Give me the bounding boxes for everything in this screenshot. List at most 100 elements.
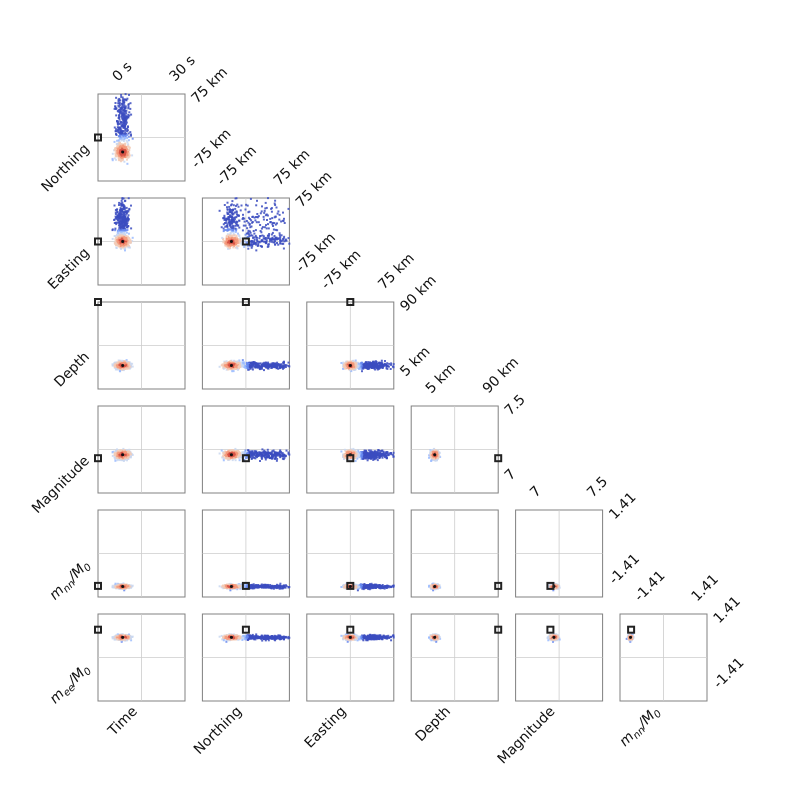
sample-point xyxy=(230,209,233,211)
sample-point xyxy=(265,454,268,457)
sample-point xyxy=(118,235,121,238)
sample-point xyxy=(253,238,256,241)
sample-point xyxy=(259,245,262,247)
sample-point xyxy=(269,238,271,241)
sample-point xyxy=(343,363,346,366)
sample-point xyxy=(122,111,125,114)
sample-point xyxy=(244,233,247,236)
sample-point xyxy=(118,128,121,131)
sample-point xyxy=(260,231,263,234)
sample-point xyxy=(118,225,121,228)
sample-point xyxy=(118,142,121,145)
sample-point xyxy=(117,450,120,453)
sample-point xyxy=(218,209,221,212)
sample-point xyxy=(220,226,223,229)
sample-point xyxy=(263,240,265,243)
sample-point xyxy=(234,222,237,224)
sample-point xyxy=(236,214,239,217)
sample-point xyxy=(230,234,233,237)
sample-point xyxy=(127,366,130,369)
sample-point xyxy=(225,234,228,237)
y-tick-max-east: 75 km xyxy=(293,168,335,210)
sample-point xyxy=(130,113,133,116)
sample-point xyxy=(115,246,118,249)
sample-point xyxy=(223,364,226,367)
sample-point xyxy=(236,368,239,371)
sample-point xyxy=(111,228,114,231)
sample-point xyxy=(278,218,281,221)
sample-point xyxy=(126,360,129,363)
sample-point xyxy=(255,221,258,224)
sample-point xyxy=(114,147,117,150)
sample-point xyxy=(117,153,120,156)
sample-point xyxy=(111,159,114,162)
sample-point xyxy=(125,206,128,209)
sample-point xyxy=(119,359,122,362)
sample-point xyxy=(251,368,254,371)
sample-point xyxy=(235,360,238,363)
sample-point xyxy=(235,244,238,247)
sample-point xyxy=(125,134,128,137)
sample-point xyxy=(358,367,360,370)
sample-point xyxy=(238,242,241,245)
sample-point xyxy=(128,93,130,96)
sample-point xyxy=(121,452,124,455)
sample-point xyxy=(121,232,124,235)
sample-point xyxy=(223,240,226,243)
sample-point xyxy=(280,363,283,366)
sample-point xyxy=(237,360,240,362)
sample-point xyxy=(222,367,225,370)
sample-point xyxy=(123,243,126,246)
sample-point xyxy=(233,216,235,219)
sample-point xyxy=(114,106,117,109)
sample-point xyxy=(121,102,123,105)
sample-point xyxy=(235,229,238,232)
sample-point xyxy=(126,222,129,224)
sample-point xyxy=(278,232,281,235)
sample-point xyxy=(273,216,276,219)
sample-point xyxy=(267,363,269,366)
sample-point xyxy=(229,231,232,234)
sample-point xyxy=(264,365,267,368)
sample-point xyxy=(237,365,240,368)
sample-point xyxy=(254,229,257,232)
sample-point xyxy=(384,360,386,362)
y-tick-min-depth: 5 km xyxy=(397,344,433,380)
sample-point xyxy=(222,227,225,230)
sample-point xyxy=(222,238,225,241)
sample-point xyxy=(117,240,120,243)
sample-point xyxy=(247,449,250,452)
sample-point xyxy=(353,366,356,369)
sample-point xyxy=(225,240,228,243)
posterior-mean-point xyxy=(121,240,125,243)
sample-point xyxy=(257,362,260,365)
sample-point xyxy=(232,449,235,452)
sample-point xyxy=(256,216,259,219)
sample-point xyxy=(262,237,265,240)
sample-point xyxy=(227,215,230,218)
sample-point xyxy=(229,366,232,369)
sample-point xyxy=(119,223,122,225)
sample-point xyxy=(127,149,130,152)
sample-point xyxy=(227,228,230,231)
sample-point xyxy=(121,131,124,134)
sample-point xyxy=(367,366,370,369)
sample-point xyxy=(228,241,231,244)
sample-point xyxy=(126,226,129,229)
sample-point xyxy=(118,105,121,108)
sample-point xyxy=(122,130,125,132)
sample-point xyxy=(272,228,275,231)
sample-point xyxy=(254,234,257,237)
sample-point xyxy=(231,213,234,215)
sample-point xyxy=(117,368,120,371)
sample-point xyxy=(269,364,272,367)
sample-point xyxy=(381,363,383,366)
sample-point xyxy=(392,365,395,368)
sample-point xyxy=(281,457,284,460)
sample-point xyxy=(232,204,235,207)
sample-point xyxy=(123,231,126,234)
sample-point xyxy=(123,230,126,233)
sample-point xyxy=(117,148,120,151)
sample-point xyxy=(119,133,122,136)
sample-point xyxy=(272,364,275,367)
